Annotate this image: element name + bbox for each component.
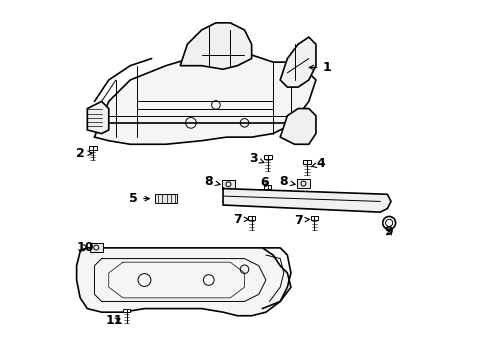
Polygon shape [88, 146, 97, 150]
Text: 3: 3 [248, 152, 264, 165]
Text: 7: 7 [232, 213, 248, 226]
Polygon shape [77, 248, 290, 316]
Text: 7: 7 [293, 213, 309, 226]
Text: 4: 4 [311, 157, 325, 170]
Polygon shape [222, 180, 234, 189]
Text: 8: 8 [204, 175, 220, 188]
Polygon shape [94, 55, 315, 144]
Polygon shape [280, 37, 315, 87]
Polygon shape [264, 185, 271, 189]
Polygon shape [303, 160, 310, 164]
Text: 8: 8 [279, 175, 294, 188]
Polygon shape [263, 155, 271, 158]
Polygon shape [155, 194, 176, 203]
Polygon shape [123, 309, 130, 312]
Polygon shape [296, 179, 309, 188]
Polygon shape [223, 187, 390, 212]
Polygon shape [280, 109, 315, 144]
Polygon shape [247, 216, 255, 220]
Text: 10: 10 [77, 240, 94, 254]
Text: 6: 6 [259, 176, 268, 189]
Polygon shape [90, 243, 102, 252]
Polygon shape [180, 23, 251, 69]
Text: 5: 5 [129, 192, 149, 205]
Text: 1: 1 [308, 61, 330, 74]
Polygon shape [310, 216, 317, 220]
Text: 11: 11 [105, 314, 122, 327]
Polygon shape [87, 102, 108, 134]
Text: 9: 9 [384, 225, 393, 238]
Text: 2: 2 [76, 147, 92, 160]
